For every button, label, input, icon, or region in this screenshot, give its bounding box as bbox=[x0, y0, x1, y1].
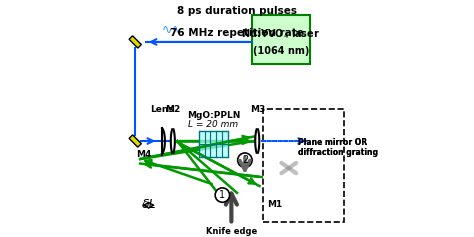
Text: 1: 1 bbox=[219, 190, 226, 200]
FancyBboxPatch shape bbox=[252, 15, 310, 64]
Circle shape bbox=[237, 153, 252, 167]
Text: (1064 nm): (1064 nm) bbox=[253, 46, 309, 56]
Text: 76 MHz repetition rate: 76 MHz repetition rate bbox=[170, 28, 304, 38]
Text: Nd:YVO$_4$ laser: Nd:YVO$_4$ laser bbox=[241, 27, 320, 41]
Polygon shape bbox=[129, 36, 141, 48]
Text: Knife edge: Knife edge bbox=[206, 227, 257, 236]
Text: M2: M2 bbox=[165, 105, 181, 114]
Text: MgO:PPLN: MgO:PPLN bbox=[187, 111, 240, 120]
Text: ∿∿: ∿∿ bbox=[161, 24, 182, 37]
Text: M3: M3 bbox=[250, 105, 265, 114]
Text: M1: M1 bbox=[267, 200, 283, 209]
Text: 2: 2 bbox=[242, 155, 248, 165]
Text: Plane mirror OR
diffraction grating: Plane mirror OR diffraction grating bbox=[298, 138, 378, 157]
Text: M4: M4 bbox=[136, 150, 151, 159]
Text: δL: δL bbox=[142, 198, 156, 211]
Text: Lens: Lens bbox=[150, 105, 173, 114]
Circle shape bbox=[215, 188, 229, 202]
Bar bbox=[199, 131, 228, 157]
Text: 8 ps duration pulses: 8 ps duration pulses bbox=[177, 6, 297, 16]
Bar bbox=[263, 109, 344, 222]
Polygon shape bbox=[129, 135, 141, 147]
Text: L = 20 mm: L = 20 mm bbox=[188, 120, 238, 129]
Text: Plane mirror OR
diffraction grating: Plane mirror OR diffraction grating bbox=[298, 138, 378, 157]
